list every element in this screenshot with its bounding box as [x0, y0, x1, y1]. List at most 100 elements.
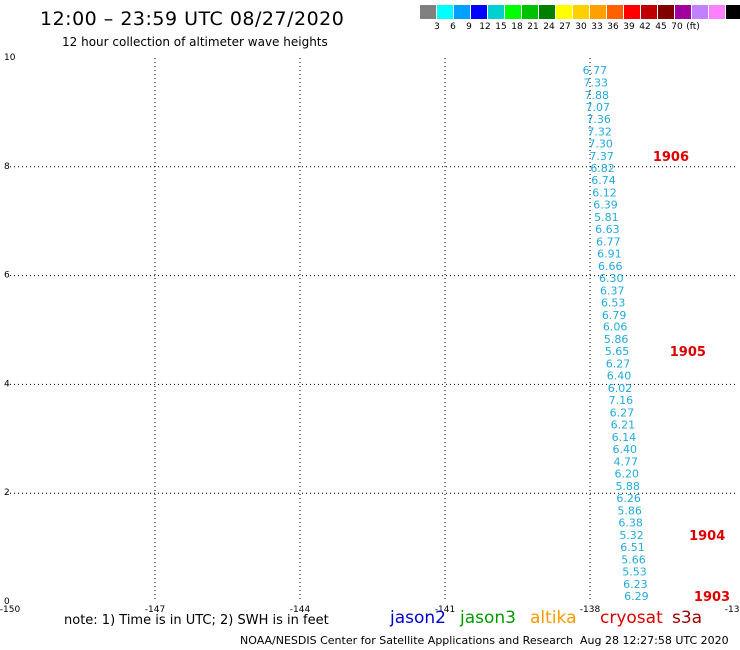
wave-height-label: 6.79: [602, 309, 627, 322]
orbit-time-label: 1903: [694, 590, 730, 605]
y-tick-label: 0: [4, 597, 10, 607]
wave-height-label: 7.37: [589, 150, 614, 163]
colorbar-swatch: [726, 5, 740, 19]
satellite-legend-altika: altika: [530, 608, 577, 628]
credit-line: NOAA/NESDIS Center for Satellite Applica…: [240, 634, 574, 647]
colorbar-swatch: [522, 5, 539, 19]
colorbar-label: 70: [671, 22, 683, 32]
colorbar-label: (ft): [686, 22, 700, 32]
wave-height-label: 6.51: [620, 541, 645, 554]
wave-height-label: 5.86: [604, 333, 629, 346]
orbit-time-label: 1904: [689, 529, 725, 544]
generated-timestamp: Aug 28 12:27:58 UTC 2020: [580, 634, 729, 647]
wave-height-label: 5.81: [594, 211, 619, 224]
wave-height-label: 6.30: [599, 272, 624, 285]
wave-height-label: 6.39: [593, 198, 618, 211]
wave-height-label: 6.29: [624, 590, 649, 603]
orbit-time-label: 1905: [670, 345, 706, 360]
wave-height-label: 6.21: [611, 419, 636, 432]
y-tick-label: 6: [4, 271, 10, 281]
colorbar-label: 18: [511, 22, 523, 32]
colorbar-label: 39: [623, 22, 635, 32]
wave-height-label: 6.53: [601, 296, 626, 309]
wave-height-label: 6.40: [613, 443, 638, 456]
y-tick-label: 4: [4, 379, 10, 389]
colorbar-swatch: [573, 5, 590, 19]
colorbar-swatch: [658, 5, 675, 19]
x-tick-label: -144: [290, 605, 311, 615]
y-tick-label: 2: [4, 488, 10, 498]
colorbar-label: 27: [559, 22, 571, 32]
wave-height-label: 6.27: [610, 407, 635, 420]
wave-height-label: 6.14: [612, 431, 637, 444]
wave-height-label: 6.66: [598, 260, 623, 273]
colorbar-swatch: [454, 5, 471, 19]
wave-height-label: 7.32: [587, 125, 612, 138]
wave-height-label: 5.66: [621, 554, 646, 567]
colorbar-swatch: [539, 5, 556, 19]
wave-height-label: 6.38: [618, 517, 643, 530]
colorbar-swatch: [675, 5, 692, 19]
wave-height-label: 7.36: [586, 113, 611, 126]
wave-height-label: 7.30: [588, 137, 613, 150]
chart-subtitle: 12 hour collection of altimeter wave hei…: [62, 35, 328, 49]
colorbar-swatch: [709, 5, 726, 19]
satellite-legend-s3a: s3a: [672, 608, 703, 628]
colorbar-swatch: [624, 5, 641, 19]
wave-height-label: 6.20: [614, 468, 639, 481]
colorbar-label: 15: [495, 22, 507, 32]
colorbar-label: 3: [434, 22, 440, 32]
colorbar-label: 24: [543, 22, 555, 32]
colorbar-label: 42: [639, 22, 651, 32]
colorbar-swatch: [488, 5, 505, 19]
wave-height-label: 5.32: [619, 529, 644, 542]
colorbar-swatch: [556, 5, 573, 19]
wave-height-label: 6.27: [606, 358, 631, 371]
colorbar-label: 36: [607, 22, 619, 32]
wave-height-label: 6.23: [623, 578, 648, 591]
wave-height-label: 7.88: [585, 89, 610, 102]
colorbar-swatch: [505, 5, 522, 19]
colorbar-label: 6: [450, 22, 456, 32]
satellite-legend-cryosat: cryosat: [600, 608, 663, 628]
wave-height-label: 5.86: [617, 505, 642, 518]
y-tick-label: 8: [4, 162, 10, 172]
orbit-time-label: 1906: [653, 150, 689, 165]
y-tick-label: 10: [4, 53, 16, 63]
wave-height-label: 6.02: [608, 382, 633, 395]
colorbar-label: 45: [655, 22, 667, 32]
wave-height-label: 6.77: [596, 235, 621, 248]
footer-note: note: 1) Time is in UTC; 2) SWH is in fe…: [64, 613, 329, 628]
wave-height-label: 6.40: [607, 370, 632, 383]
colorbar-label: 33: [591, 22, 603, 32]
colorbar-swatch: [641, 5, 658, 19]
satellite-legend-jason3: jason3: [460, 608, 516, 628]
colorbar-label: 9: [466, 22, 472, 32]
wave-height-label: 7.33: [584, 76, 609, 89]
wave-height-label: 6.77: [583, 64, 608, 77]
wave-height-label: 6.06: [603, 321, 628, 334]
wave-height-label: 5.65: [605, 345, 630, 358]
wave-height-label: 4.77: [614, 456, 639, 469]
chart-title: 12:00 – 23:59 UTC 08/27/2020: [40, 8, 345, 30]
colorbar-swatch: [607, 5, 624, 19]
x-tick-label: -138: [580, 605, 601, 615]
x-tick-label: -135: [725, 605, 740, 615]
colorbar-swatch: [420, 5, 437, 19]
wave-height-label: 6.12: [592, 186, 617, 199]
wave-height-label: 6.91: [597, 247, 622, 260]
wave-height-label: 6.74: [591, 174, 616, 187]
colorbar-swatch: [590, 5, 607, 19]
wave-height-label: 5.88: [615, 480, 640, 493]
wave-height-label: 6.63: [595, 223, 620, 236]
wave-height-label: 6.82: [590, 162, 615, 175]
colorbar-label: 21: [527, 22, 539, 32]
x-tick-label: -147: [145, 605, 165, 615]
x-tick-label: -150: [0, 605, 20, 615]
colorbar-label: 30: [575, 22, 587, 32]
colorbar-swatch: [437, 5, 454, 19]
wave-height-label: 7.07: [585, 101, 610, 114]
colorbar-swatch: [692, 5, 709, 19]
colorbar: [420, 5, 740, 21]
